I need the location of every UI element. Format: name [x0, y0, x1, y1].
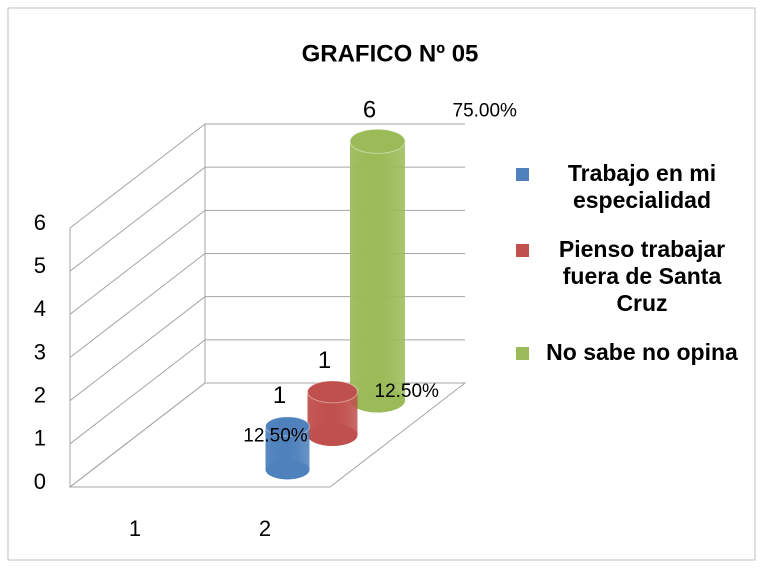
y-tick-label: 5 [34, 253, 46, 278]
percent-label: 75.00% [453, 100, 518, 121]
legend-label: Trabajo en mi especialidad [567, 160, 717, 213]
bar-top [349, 128, 406, 154]
bar-top [307, 380, 358, 404]
value-label: 1 [273, 382, 286, 409]
percent-label: 12.50% [243, 426, 308, 447]
legend-swatch [516, 244, 529, 257]
legend-entry: Pienso trabajar fuera de Santa Cruz [508, 236, 748, 317]
bar-body-backing [350, 141, 405, 400]
legend-swatch [516, 168, 529, 181]
legend-label: Pienso trabajar fuera de Santa Cruz [558, 236, 726, 316]
y-tick-label: 0 [34, 469, 46, 494]
y-tick-label: 1 [34, 426, 46, 451]
y-tick-label: 4 [34, 296, 46, 321]
legend-swatch [516, 347, 529, 360]
legend-entry: Trabajo en mi especialidad [508, 160, 748, 214]
legend-label: No sabe no opina [546, 339, 738, 365]
grid-line [69, 123, 465, 229]
legend-entry: No sabe no opina [508, 339, 748, 366]
value-label: 6 [363, 97, 376, 124]
y-tick-label: 3 [34, 339, 46, 364]
legend: Trabajo en mi especialidad Pienso trabaja… [508, 160, 748, 388]
y-tick-label: 6 [34, 210, 46, 235]
x-tick-label: 2 [259, 516, 271, 541]
percent-label: 12.50% [375, 381, 440, 402]
x-tick-label: 1 [129, 516, 141, 541]
chart-title: GRAFICO Nº 05 [302, 40, 479, 67]
y-tick-label: 2 [34, 382, 46, 407]
bar-top [265, 416, 310, 437]
value-label: 1 [318, 347, 331, 374]
